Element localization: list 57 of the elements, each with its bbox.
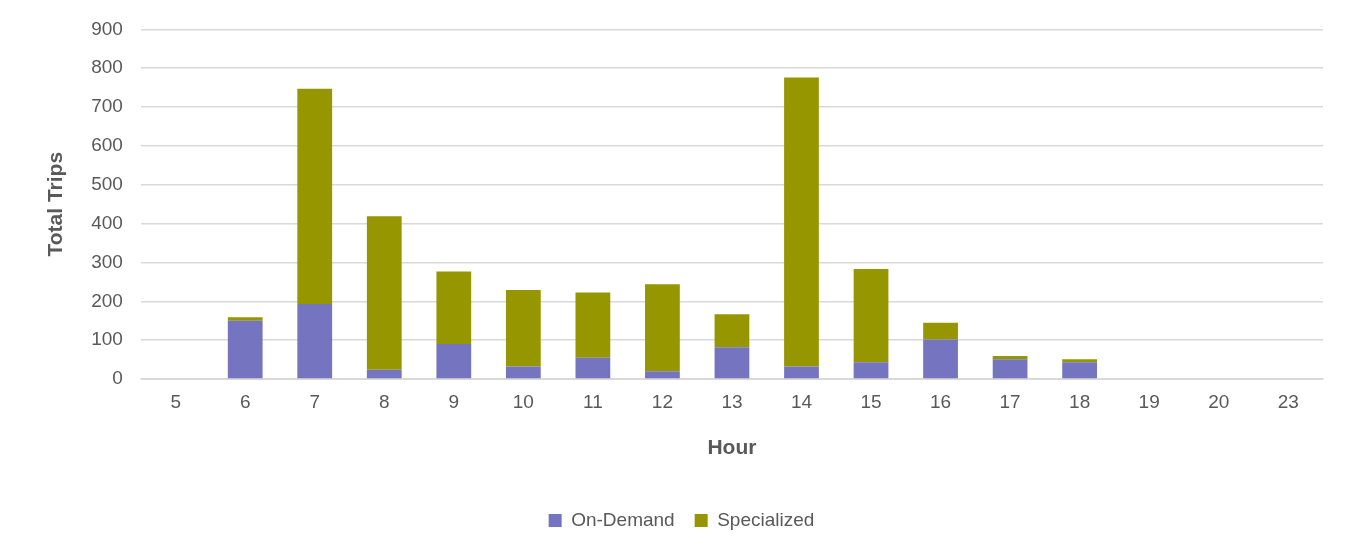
y-tick-label: 200 <box>91 289 123 311</box>
y-tick-label: 600 <box>91 134 123 156</box>
bar <box>992 356 1028 360</box>
bar <box>366 369 402 379</box>
bar <box>784 366 819 379</box>
x-tick-label: 14 <box>790 390 813 412</box>
x-tick-label: 15 <box>860 390 882 412</box>
y-tick-label: 700 <box>91 95 123 117</box>
x-tick-label: 19 <box>1138 390 1160 412</box>
y-tick-label: 900 <box>91 17 123 39</box>
legend-label: Specialized <box>717 508 815 530</box>
bar <box>436 344 472 379</box>
y-tick-label: 0 <box>112 367 123 389</box>
y-axis-title: Total Trips <box>43 151 67 257</box>
bar <box>227 317 263 321</box>
x-tick-label: 16 <box>929 390 952 412</box>
x-tick-label: 18 <box>1069 390 1091 412</box>
bar <box>575 292 611 358</box>
x-tick-label: 9 <box>448 390 460 412</box>
x-tick-label: 20 <box>1208 390 1230 412</box>
bar <box>1062 362 1098 379</box>
bar <box>227 320 263 379</box>
bar <box>297 304 333 379</box>
bar <box>505 290 541 367</box>
x-tick-label: 12 <box>651 390 673 412</box>
x-tick-label: 5 <box>170 390 181 412</box>
x-tick-label: 13 <box>721 390 743 412</box>
x-tick-label: 11 <box>583 390 603 412</box>
bar <box>645 284 680 372</box>
legend-label: On-Demand <box>571 508 675 530</box>
y-tick-label: 500 <box>91 173 123 195</box>
bar <box>1062 359 1098 363</box>
bar <box>853 269 889 363</box>
y-tick-label: 300 <box>91 250 123 272</box>
bar <box>992 359 1028 379</box>
x-tick-label: 6 <box>239 390 251 412</box>
bar <box>575 357 611 379</box>
y-tick-label: 400 <box>91 211 123 233</box>
bar <box>714 314 750 348</box>
bar <box>505 366 541 379</box>
bar <box>297 88 333 305</box>
bar <box>923 339 958 379</box>
bar <box>714 347 750 379</box>
bar <box>366 216 402 370</box>
bar <box>784 77 819 367</box>
y-tick-label: 100 <box>91 328 123 350</box>
x-tick-label: 17 <box>999 390 1021 412</box>
x-tick-label: 8 <box>378 390 390 412</box>
x-tick-label: 7 <box>309 390 321 412</box>
bar <box>645 371 680 379</box>
bar <box>436 271 472 345</box>
x-tick-label: 23 <box>1277 390 1299 412</box>
bar <box>923 322 958 340</box>
x-axis-title: Hour <box>707 435 757 459</box>
x-tick-label: 10 <box>512 390 534 412</box>
y-tick-label: 800 <box>91 56 123 78</box>
bar <box>853 362 889 379</box>
